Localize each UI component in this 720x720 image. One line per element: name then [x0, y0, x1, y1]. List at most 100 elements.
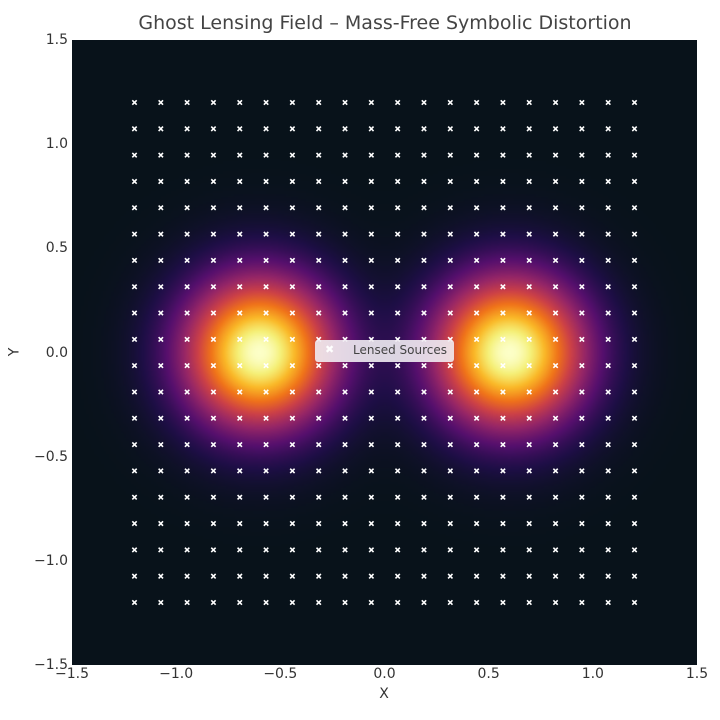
- scatter-point: [315, 415, 322, 422]
- scatter-point: [500, 178, 506, 185]
- scatter-point: [552, 494, 559, 501]
- scatter-point: [552, 362, 559, 369]
- scatter-point: [552, 468, 559, 474]
- scatter-point: [184, 389, 190, 395]
- scatter-point: [421, 494, 427, 501]
- scatter-point: [368, 468, 375, 474]
- scatter-point: [394, 257, 401, 264]
- scatter-point: [631, 231, 638, 237]
- scatter-point: [631, 573, 638, 579]
- scatter-point: [579, 178, 585, 185]
- scatter-point: [368, 441, 375, 448]
- scatter-point: [473, 573, 480, 579]
- scatter-point: [289, 126, 296, 132]
- scatter-point: [421, 152, 427, 158]
- scatter-point: [236, 283, 243, 290]
- scatter-point: [210, 336, 217, 343]
- scatter-point: [184, 362, 190, 369]
- scatter-point: [526, 520, 533, 527]
- scatter-point: [263, 310, 269, 316]
- scatter-point: [263, 599, 269, 606]
- scatter-point: [605, 494, 611, 501]
- scatter-point: [184, 520, 190, 527]
- scatter-point: [342, 520, 348, 527]
- scatter-point: [131, 415, 138, 422]
- scatter-point: [315, 126, 322, 132]
- scatter-point: [447, 126, 454, 132]
- scatter-point: [605, 257, 611, 264]
- scatter-point: [263, 441, 269, 448]
- y-tick-label: −1.0: [34, 552, 68, 569]
- scatter-point: [526, 310, 533, 316]
- scatter-point: [131, 178, 138, 185]
- scatter-point: [579, 389, 585, 395]
- scatter-point: [631, 441, 638, 448]
- scatter-point: [342, 126, 348, 132]
- scatter-point: [552, 231, 559, 237]
- scatter-point: [315, 441, 322, 448]
- scatter-point: [421, 283, 427, 290]
- scatter-point: [158, 441, 164, 448]
- scatter-point: [552, 415, 559, 422]
- scatter-point: [473, 415, 480, 422]
- scatter-point: [263, 99, 269, 106]
- scatter-point: [131, 283, 138, 290]
- scatter-point: [289, 257, 296, 264]
- scatter-point: [631, 362, 638, 369]
- scatter-point: [605, 573, 611, 579]
- scatter-point: [131, 336, 138, 343]
- scatter-point: [315, 283, 322, 290]
- scatter-point: [368, 599, 375, 606]
- scatter-point: [131, 547, 138, 553]
- chart-title: Ghost Lensing Field – Mass-Free Symbolic…: [138, 12, 632, 34]
- scatter-point: [605, 441, 611, 448]
- scatter-point: [605, 389, 611, 395]
- scatter-point: [394, 283, 401, 290]
- scatter-point: [394, 520, 401, 527]
- scatter-point: [421, 231, 427, 237]
- scatter-point: [500, 336, 506, 343]
- scatter-point: [210, 178, 217, 185]
- y-tick-label: −0.5: [34, 448, 68, 465]
- scatter-point: [158, 257, 164, 264]
- scatter-point: [342, 204, 348, 211]
- scatter-point: [131, 494, 138, 501]
- scatter-point: [447, 547, 454, 553]
- scatter-point: [131, 468, 138, 474]
- scatter-point: [263, 283, 269, 290]
- scatter-point: [631, 310, 638, 316]
- scatter-point: [158, 520, 164, 527]
- scatter-point: [421, 204, 427, 211]
- scatter-point: [368, 283, 375, 290]
- scatter-point: [631, 520, 638, 527]
- scatter-point: [315, 231, 322, 237]
- scatter-point: [236, 441, 243, 448]
- scatter-point: [263, 415, 269, 422]
- scatter-point: [394, 310, 401, 316]
- scatter-point: [289, 573, 296, 579]
- scatter-point: [605, 336, 611, 343]
- scatter-point: [236, 126, 243, 132]
- scatter-point: [500, 520, 506, 527]
- scatter-point: [447, 178, 454, 185]
- scatter-point: [500, 468, 506, 474]
- scatter-point: [631, 599, 638, 606]
- y-axis-label: Y: [6, 347, 23, 357]
- scatter-point: [289, 468, 296, 474]
- scatter-point: [158, 152, 164, 158]
- scatter-point: [263, 573, 269, 579]
- scatter-point: [263, 204, 269, 211]
- x-tick-label: −1.5: [55, 666, 89, 682]
- scatter-point: [158, 547, 164, 553]
- scatter-point: [421, 520, 427, 527]
- scatter-point: [421, 415, 427, 422]
- scatter-point: [526, 468, 533, 474]
- scatter-point: [210, 283, 217, 290]
- scatter-point: [315, 178, 322, 185]
- scatter-point: [184, 99, 190, 106]
- scatter-point: [236, 204, 243, 211]
- scatter-point: [500, 494, 506, 501]
- scatter-point: [421, 389, 427, 395]
- scatter-point: [526, 389, 533, 395]
- scatter-point: [184, 310, 190, 316]
